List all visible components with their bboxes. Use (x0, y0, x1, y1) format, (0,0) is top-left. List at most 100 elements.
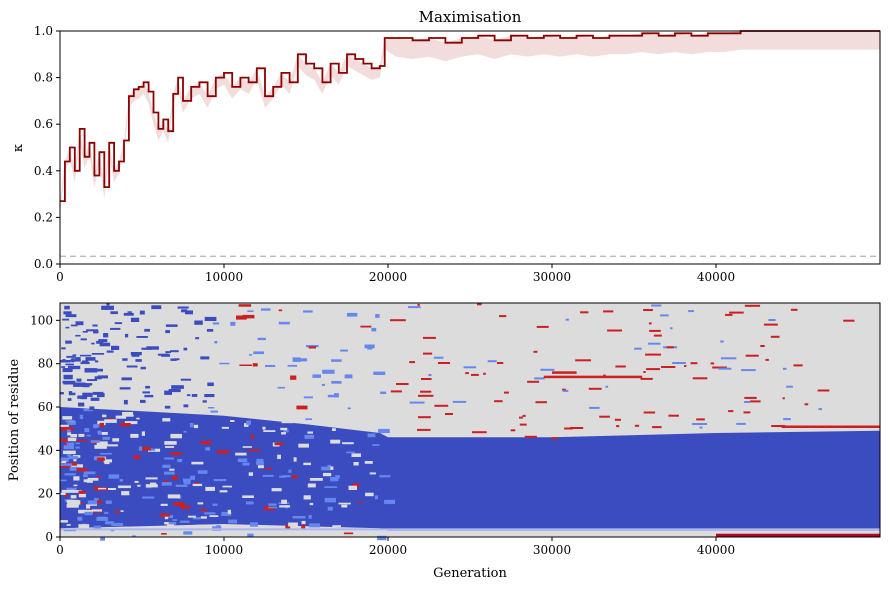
mutation-streak (634, 347, 642, 350)
mutation-cell (75, 334, 81, 337)
mutation-cell (62, 368, 73, 373)
mutation-streak (699, 426, 703, 429)
x-tick-label: 0 (56, 270, 64, 284)
mutation-cell (256, 462, 264, 465)
mutation-cell (123, 399, 128, 405)
mutation-cell (288, 522, 298, 527)
mutation-cell (287, 364, 297, 367)
mutation-cell (264, 467, 273, 470)
mutation-cell (305, 418, 312, 420)
mutation-cell (196, 524, 208, 527)
mutation-streak (668, 414, 679, 417)
mutation-cell (332, 428, 336, 431)
mutation-cell (90, 440, 100, 443)
mutation-cell (303, 495, 311, 500)
mutation-streak (661, 366, 676, 368)
mutation-cell (97, 368, 103, 372)
mutation-cell (379, 475, 391, 478)
mutation-streak (607, 329, 622, 332)
mutation-cell (348, 485, 357, 490)
mutation-cell (79, 414, 84, 419)
mutation-cell (75, 321, 84, 326)
y-tick-label: 1.0 (34, 24, 53, 38)
mutation-cell (263, 430, 276, 432)
mutation-cell (296, 405, 308, 410)
mutation-cell (308, 346, 316, 349)
mutation-cell (60, 457, 69, 462)
mutation-cell (179, 520, 190, 523)
mutation-cell (148, 448, 156, 451)
mutation-cell (384, 499, 396, 505)
mutation-streak (562, 388, 566, 391)
mutation-cell (83, 479, 90, 483)
mutation-cell (114, 322, 123, 325)
mutation-cell (122, 412, 134, 417)
mutation-cell (97, 393, 105, 398)
mutation-cell (67, 500, 81, 505)
mutation-cell (61, 366, 66, 368)
mutation-streak (817, 389, 830, 392)
mutation-cell (230, 420, 235, 422)
mutation-cell (330, 439, 341, 444)
mutation-streak (710, 362, 715, 365)
mutation-cell (352, 483, 360, 488)
mutation-cell (336, 417, 340, 421)
mutation-cell (338, 502, 351, 505)
mutation-cell (170, 358, 177, 361)
mutation-cell (195, 337, 200, 340)
mutation-cell (281, 432, 286, 435)
mutation-cell (301, 525, 306, 529)
mutation-cell (164, 471, 175, 475)
mutation-cell (70, 434, 78, 438)
red-feature (781, 425, 880, 428)
mutation-cell (70, 359, 81, 362)
mutation-cell (71, 392, 76, 396)
mutation-cell (112, 438, 120, 442)
mutation-streak (768, 319, 776, 321)
mutation-cell (77, 516, 83, 521)
mutation-cell (78, 433, 85, 437)
mutation-cell (242, 495, 254, 498)
mutation-cell (82, 384, 90, 388)
mutation-cell (372, 444, 380, 446)
mutation-cell (242, 314, 255, 319)
mutation-cell (71, 464, 83, 468)
mutation-cell (102, 414, 107, 418)
mutation-cell (115, 415, 127, 419)
mutation-cell (206, 329, 214, 332)
mutation-cell (197, 502, 204, 505)
mutation-cell (62, 359, 66, 362)
mutation-cell (64, 493, 68, 497)
mutation-cell (78, 490, 86, 494)
mutation-cell (101, 432, 108, 435)
mutation-streak (614, 418, 621, 421)
mutation-cell (216, 525, 221, 528)
mutation-cell (200, 356, 210, 360)
mutation-cell (105, 500, 112, 504)
mutation-cell (306, 345, 319, 348)
mutation-streak (790, 308, 798, 311)
mutation-cell (82, 331, 88, 333)
mutation-streak (743, 411, 751, 414)
mutation-streak (472, 431, 487, 434)
mutation-cell (99, 452, 112, 455)
mutation-cell (282, 475, 291, 478)
mutation-streak (417, 303, 420, 306)
mutation-cell (151, 305, 162, 310)
mutation-cell (168, 389, 181, 393)
mutation-cell (64, 305, 70, 310)
mutation-cell (67, 398, 72, 401)
min-envelope-band (60, 31, 880, 213)
mutation-cell (66, 429, 71, 432)
mutation-streak (562, 389, 569, 392)
mutation-cell (212, 322, 220, 325)
mutation-cell (92, 324, 98, 327)
mutation-cell (60, 463, 72, 466)
mutation-cell (172, 519, 178, 521)
heatmap-area (60, 303, 880, 541)
mutation-cell (66, 503, 79, 508)
y-tick-label: 0.8 (34, 71, 53, 85)
mutation-cell (83, 471, 96, 475)
mutation-streak (646, 368, 660, 371)
mutation-streak (434, 404, 449, 407)
